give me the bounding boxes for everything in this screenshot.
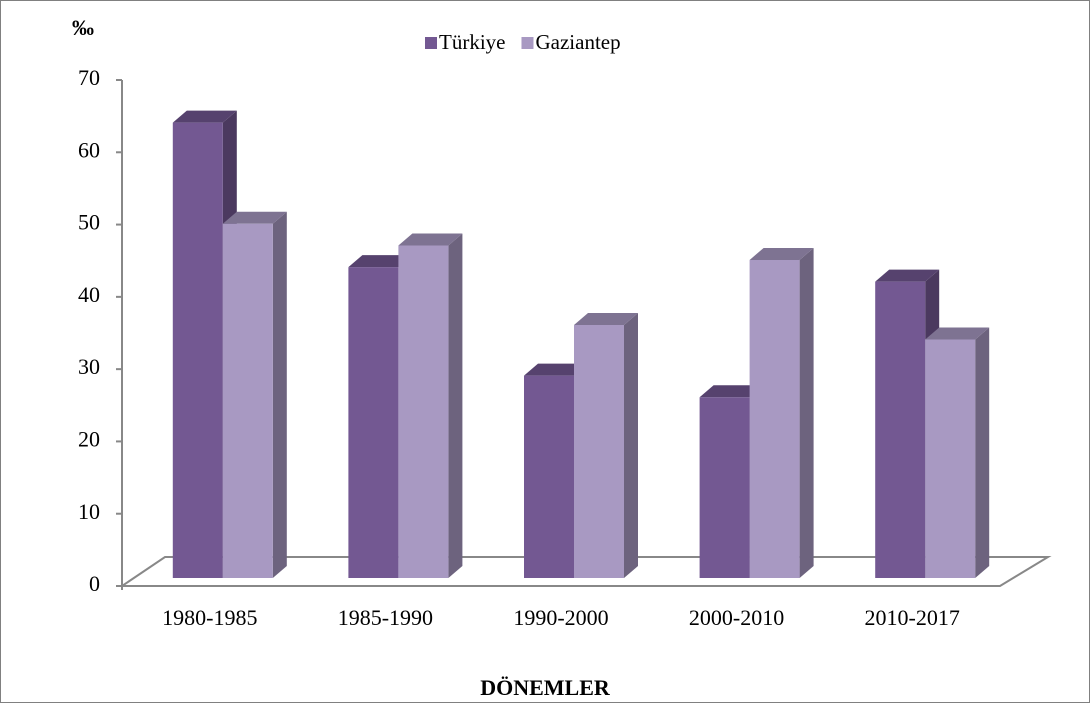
x-tick-label: 1985-1990 bbox=[338, 605, 433, 630]
floor bbox=[118, 556, 1052, 587]
x-tick-label: 1980-1985 bbox=[162, 605, 257, 630]
bar-side bbox=[448, 233, 463, 578]
bar-front bbox=[574, 325, 624, 578]
y-tick-label: 10 bbox=[78, 499, 100, 524]
y-tick-label: 60 bbox=[78, 137, 100, 162]
x-tick-label: 2010-2017 bbox=[865, 605, 960, 630]
bar-front bbox=[699, 397, 750, 578]
bar-side bbox=[624, 313, 638, 578]
y-tick-label: 30 bbox=[78, 354, 100, 379]
x-tick-label: 2000-2010 bbox=[689, 605, 784, 630]
legend-swatch bbox=[521, 37, 534, 49]
y-tick-label: 40 bbox=[78, 282, 100, 307]
bar-side bbox=[799, 247, 814, 578]
bar bbox=[574, 313, 638, 578]
bar-front bbox=[524, 375, 574, 578]
y-axis-label: ‰ bbox=[72, 15, 94, 40]
bar-side bbox=[272, 211, 287, 579]
bar-front bbox=[875, 281, 926, 578]
bar-front bbox=[749, 259, 800, 578]
bar bbox=[222, 211, 287, 579]
bar-front bbox=[925, 339, 976, 578]
bar-top bbox=[699, 385, 764, 398]
y-tick-label: 20 bbox=[78, 426, 100, 451]
bar bbox=[749, 247, 814, 578]
bar-front bbox=[398, 245, 449, 578]
bar-top bbox=[172, 110, 237, 123]
bar-top bbox=[398, 233, 463, 246]
bar-top bbox=[749, 247, 814, 260]
bar bbox=[398, 233, 463, 578]
legend-swatch bbox=[425, 37, 437, 49]
bar-front bbox=[222, 223, 273, 579]
bar-front bbox=[172, 122, 223, 578]
y-tick-label: 0 bbox=[89, 571, 100, 596]
bar-top bbox=[925, 327, 990, 340]
bar-top bbox=[875, 269, 940, 282]
bar-top bbox=[222, 211, 287, 224]
bar-front bbox=[348, 267, 399, 578]
y-tick-label: 50 bbox=[78, 210, 100, 235]
x-tick-label: 1990-2000 bbox=[513, 605, 608, 630]
bar-top bbox=[348, 255, 413, 268]
x-axis-label: DÖNEMLER bbox=[480, 675, 611, 700]
bar-side bbox=[975, 327, 990, 578]
y-tick-label: 70 bbox=[78, 65, 100, 90]
bar-top bbox=[524, 363, 588, 376]
legend-label: Türkiye bbox=[439, 30, 505, 54]
legend-label: Gaziantep bbox=[535, 30, 620, 54]
bar-top bbox=[574, 313, 638, 325]
bar bbox=[925, 327, 990, 578]
